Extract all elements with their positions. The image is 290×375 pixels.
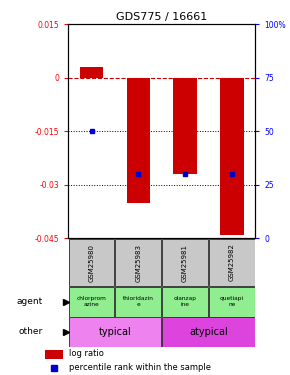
FancyBboxPatch shape xyxy=(162,287,208,316)
Text: other: other xyxy=(18,327,42,336)
FancyBboxPatch shape xyxy=(162,238,208,286)
Text: GSM25980: GSM25980 xyxy=(88,243,95,282)
FancyBboxPatch shape xyxy=(69,238,115,286)
Text: percentile rank within the sample: percentile rank within the sample xyxy=(70,363,211,372)
Text: chlorprom
azine: chlorprom azine xyxy=(77,297,106,307)
Bar xyxy=(173,78,197,174)
Title: GDS775 / 16661: GDS775 / 16661 xyxy=(116,12,207,22)
FancyBboxPatch shape xyxy=(69,287,115,316)
FancyBboxPatch shape xyxy=(115,238,161,286)
FancyBboxPatch shape xyxy=(209,238,255,286)
FancyBboxPatch shape xyxy=(69,317,161,346)
Text: atypical: atypical xyxy=(189,327,228,337)
FancyBboxPatch shape xyxy=(115,287,161,316)
Text: GSM25981: GSM25981 xyxy=(182,243,188,282)
Bar xyxy=(80,67,103,78)
Text: thioridazin
e: thioridazin e xyxy=(123,297,154,307)
FancyBboxPatch shape xyxy=(209,287,255,316)
Bar xyxy=(45,350,63,358)
Bar xyxy=(220,78,244,235)
Text: GSM25983: GSM25983 xyxy=(135,243,141,282)
Text: typical: typical xyxy=(99,327,131,337)
Text: quetiapi
ne: quetiapi ne xyxy=(220,297,244,307)
Text: log ratio: log ratio xyxy=(70,350,104,358)
FancyBboxPatch shape xyxy=(162,317,255,346)
Bar xyxy=(127,78,150,203)
Text: olanzap
ine: olanzap ine xyxy=(173,297,197,307)
Text: GSM25982: GSM25982 xyxy=(229,244,235,281)
Text: agent: agent xyxy=(16,297,42,306)
